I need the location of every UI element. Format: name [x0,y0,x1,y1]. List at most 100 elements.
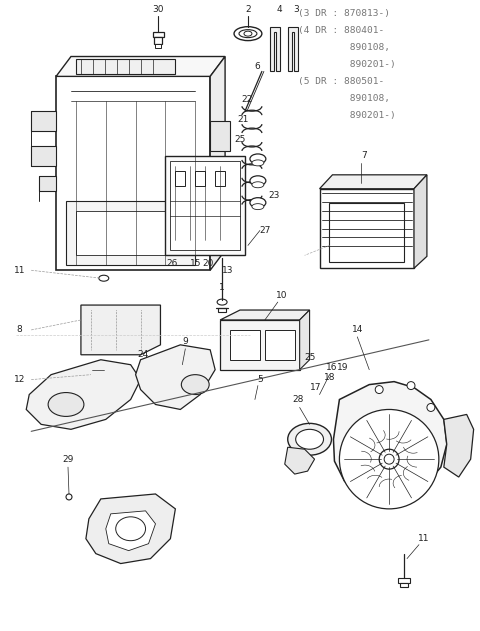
Polygon shape [136,345,215,410]
Ellipse shape [252,160,264,166]
Bar [166,156,245,256]
Text: 2: 2 [245,5,251,15]
Polygon shape [288,27,298,71]
Text: 30: 30 [153,5,164,15]
Text: 11: 11 [418,534,430,543]
Ellipse shape [379,449,399,469]
Polygon shape [334,382,447,501]
Ellipse shape [66,494,72,500]
Polygon shape [270,27,280,71]
Text: 29: 29 [62,455,74,464]
Text: 17: 17 [310,383,321,392]
Text: 26: 26 [167,259,178,268]
Text: 890201-): 890201-) [298,110,396,120]
Ellipse shape [252,182,264,188]
Ellipse shape [250,176,266,186]
Bar [76,59,175,74]
Bar [56,76,210,270]
Ellipse shape [244,31,252,36]
Ellipse shape [339,410,439,509]
Polygon shape [300,310,310,370]
Text: 5: 5 [257,375,263,384]
Text: 22: 22 [241,95,252,103]
Polygon shape [31,111,56,131]
Text: 19: 19 [336,363,348,372]
Polygon shape [31,146,56,166]
Text: 890108,: 890108, [298,94,390,103]
Ellipse shape [296,429,324,449]
Text: 13: 13 [222,266,234,274]
Text: 890108,: 890108, [298,43,390,52]
Ellipse shape [90,370,106,377]
Text: 3: 3 [293,5,299,15]
Polygon shape [26,360,141,429]
Ellipse shape [252,204,264,209]
Text: 890201-): 890201-) [298,60,396,69]
Bar [195,171,205,186]
Polygon shape [444,415,474,477]
Text: (3 DR : 870813-): (3 DR : 870813-) [298,9,390,18]
Polygon shape [56,57,225,76]
Bar [156,44,161,47]
Bar [320,189,414,268]
Ellipse shape [250,198,266,208]
Polygon shape [210,121,230,151]
Ellipse shape [48,392,84,416]
Polygon shape [320,175,427,189]
Ellipse shape [239,30,257,38]
Text: 6: 6 [254,62,260,71]
Text: 25: 25 [234,134,246,143]
Ellipse shape [217,299,227,305]
Text: 15: 15 [190,259,201,268]
Text: 8: 8 [16,326,22,334]
Bar [398,579,410,584]
Ellipse shape [181,375,209,394]
Text: 1: 1 [219,283,225,292]
Polygon shape [81,305,160,355]
Text: 21: 21 [237,115,249,124]
Polygon shape [414,175,427,268]
Text: 28: 28 [292,395,303,404]
Polygon shape [39,176,56,191]
Bar [175,171,185,186]
Polygon shape [285,447,314,474]
Bar [265,330,295,360]
Ellipse shape [384,454,394,464]
Bar [218,308,226,312]
Ellipse shape [234,27,262,40]
Bar [400,584,408,587]
Text: 23: 23 [268,191,279,200]
Polygon shape [210,57,225,270]
Text: 9: 9 [182,338,188,346]
Ellipse shape [116,517,145,541]
Bar [215,171,225,186]
Text: 11: 11 [13,266,25,274]
Text: 12: 12 [13,375,25,384]
Ellipse shape [99,275,109,281]
Text: 18: 18 [324,373,335,382]
Ellipse shape [288,423,332,455]
Text: 24: 24 [137,350,148,359]
Ellipse shape [250,154,266,164]
Bar [220,320,300,370]
Text: 25: 25 [304,353,315,362]
Bar [76,211,185,256]
Polygon shape [86,494,175,563]
Text: 20: 20 [203,259,214,268]
Bar [153,32,165,37]
Text: (5 DR : 880501-: (5 DR : 880501- [298,77,384,86]
Bar [329,203,404,262]
Bar [170,161,240,251]
Text: 16: 16 [326,363,337,372]
Bar [230,330,260,360]
Text: 7: 7 [361,151,367,160]
Text: 4: 4 [277,5,283,15]
Polygon shape [106,511,156,551]
Text: 10: 10 [276,291,288,300]
Polygon shape [220,310,310,320]
Ellipse shape [375,386,383,394]
Text: (4 DR : 880401-: (4 DR : 880401- [298,26,384,35]
Bar [155,37,162,44]
Text: 27: 27 [259,226,271,235]
Ellipse shape [427,403,435,411]
